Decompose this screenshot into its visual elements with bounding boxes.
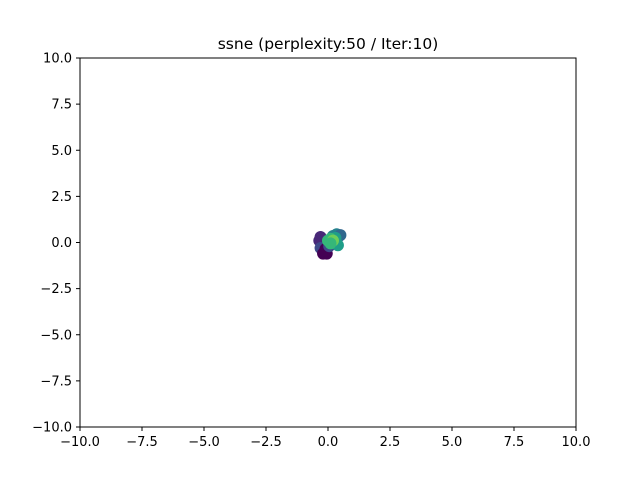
x-tick-label: 2.5 <box>380 435 401 450</box>
y-tick-label: −7.5 <box>40 374 72 389</box>
x-tick-label: 5.0 <box>442 435 463 450</box>
y-tick-label: −2.5 <box>40 282 72 297</box>
points-layer <box>313 228 347 260</box>
y-axis: −10.0 −7.5 −5.0 −2.5 0.0 2.5 5.0 7.5 10.0 <box>32 52 80 436</box>
x-tick-label: 7.5 <box>504 435 525 450</box>
x-tick-label: 0.0 <box>318 435 339 450</box>
x-tick-label: −5.0 <box>188 435 220 450</box>
scatter-point <box>324 237 337 250</box>
x-tick-label: 10.0 <box>562 435 591 450</box>
x-tick-label: −10.0 <box>60 435 100 450</box>
x-axis: −10.0 −7.5 −5.0 −2.5 0.0 2.5 5.0 7.5 10.0 <box>60 427 590 450</box>
y-tick-label: 5.0 <box>51 144 72 159</box>
chart-title: ssne (perplexity:50 / Iter:10) <box>218 35 439 53</box>
y-tick-label: 10.0 <box>43 52 72 67</box>
x-tick-label: −2.5 <box>250 435 282 450</box>
y-tick-label: −10.0 <box>32 421 72 436</box>
x-tick-label: −7.5 <box>126 435 158 450</box>
y-tick-label: 7.5 <box>51 98 72 113</box>
y-tick-label: 0.0 <box>51 236 72 251</box>
y-tick-label: 2.5 <box>51 190 72 205</box>
y-tick-label: −5.0 <box>40 328 72 343</box>
